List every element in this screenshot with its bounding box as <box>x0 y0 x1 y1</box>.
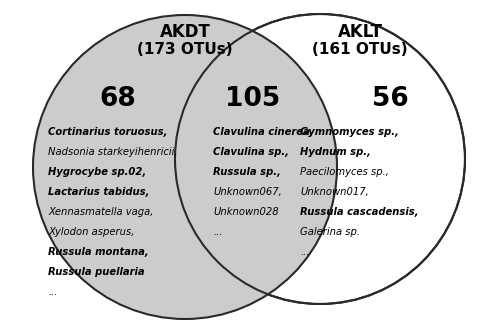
Text: ...: ... <box>48 287 58 297</box>
Text: Xennasmatella vaga,: Xennasmatella vaga, <box>48 207 154 217</box>
Text: Galerina sp.: Galerina sp. <box>300 227 360 237</box>
Text: Russula puellaria: Russula puellaria <box>48 267 144 277</box>
Text: Nadsonia starkeyihenricii,: Nadsonia starkeyihenricii, <box>48 147 178 157</box>
Text: Xylodon asperus,: Xylodon asperus, <box>48 227 134 237</box>
Text: Russula sp.,: Russula sp., <box>213 167 281 177</box>
Text: ...: ... <box>213 227 222 237</box>
Text: Unknown028: Unknown028 <box>213 207 278 217</box>
Text: Gymnomyces sp.,: Gymnomyces sp., <box>300 127 399 137</box>
Text: AKDT: AKDT <box>160 23 210 41</box>
Text: 68: 68 <box>100 86 136 112</box>
Text: Russula cascadensis,: Russula cascadensis, <box>300 207 418 217</box>
Text: 105: 105 <box>226 86 280 112</box>
Text: AKLT: AKLT <box>338 23 382 41</box>
Text: (161 OTUs): (161 OTUs) <box>312 42 408 57</box>
Text: ...: ... <box>300 247 310 257</box>
Text: (173 OTUs): (173 OTUs) <box>137 42 233 57</box>
Text: Clavulina sp.,: Clavulina sp., <box>213 147 289 157</box>
Text: Lactarius tabidus,: Lactarius tabidus, <box>48 187 150 197</box>
Text: Hygrocybe sp.02,: Hygrocybe sp.02, <box>48 167 146 177</box>
Text: Russula montana,: Russula montana, <box>48 247 148 257</box>
Text: Clavulina cinerea,: Clavulina cinerea, <box>213 127 314 137</box>
Text: Paecilomyces sp.,: Paecilomyces sp., <box>300 167 389 177</box>
Text: Cortinarius toruosus,: Cortinarius toruosus, <box>48 127 168 137</box>
Text: Unknown017,: Unknown017, <box>300 187 369 197</box>
Text: Unknown067,: Unknown067, <box>213 187 282 197</box>
Ellipse shape <box>33 15 337 319</box>
Ellipse shape <box>175 14 465 304</box>
Text: Hydnum sp.,: Hydnum sp., <box>300 147 371 157</box>
Text: 56: 56 <box>372 86 408 112</box>
